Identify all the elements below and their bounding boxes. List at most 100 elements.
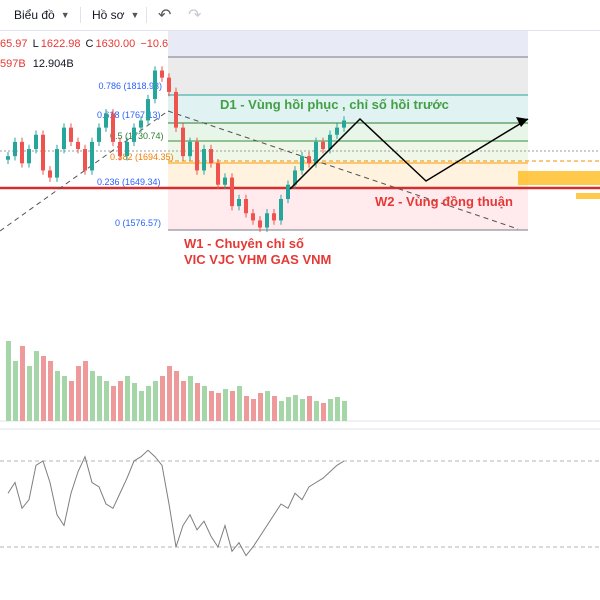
volume-bar xyxy=(188,376,193,421)
volume-bar xyxy=(342,401,347,421)
candle-body xyxy=(153,70,157,100)
fib-label-05: 0.5 (1730.74) xyxy=(110,131,164,141)
volume-bar xyxy=(307,396,312,421)
fibonacci-zones xyxy=(168,31,528,230)
chart-canvas[interactable]: 0.786 (1818.93) 0.618 (1767.13) 0.5 (173… xyxy=(0,31,600,600)
volume-bar xyxy=(55,371,60,421)
candle-body xyxy=(62,127,66,150)
volume-bar xyxy=(293,395,298,421)
volume-bar xyxy=(146,386,151,421)
volume-legend: 597B 12.904B xyxy=(0,58,74,70)
candle-body xyxy=(6,156,10,160)
annotation-d1: D1 - Vùng hồi phục , chỉ số hồi trước xyxy=(220,97,449,112)
annotation-w1-line2: VIC VJC VHM GAS VNM xyxy=(184,252,331,267)
volume-bar xyxy=(6,341,11,421)
volume-bar xyxy=(167,366,172,421)
fib-zone-0786-1 xyxy=(168,57,528,95)
fib-zone-top xyxy=(168,31,528,57)
candle-body xyxy=(41,134,45,171)
candle-body xyxy=(307,156,311,164)
volume-bar xyxy=(216,393,221,421)
volume-bar xyxy=(272,396,277,421)
candle-body xyxy=(90,141,94,171)
volume-bar xyxy=(258,393,263,421)
fib-label-0618: 0.618 (1767.13) xyxy=(97,110,161,120)
volume-series xyxy=(6,341,347,421)
volume-bar xyxy=(125,376,130,421)
close-label: C xyxy=(85,38,94,50)
volume-bar xyxy=(181,381,186,421)
fib-zone-0-0236 xyxy=(168,189,528,230)
volume-bar xyxy=(195,383,200,421)
volume-bar xyxy=(83,361,88,421)
profile-menu-label: Hồ sơ xyxy=(92,8,125,22)
fib-zone-0236-0382 xyxy=(168,163,528,189)
candle-body xyxy=(118,141,122,157)
candle-body xyxy=(48,170,52,178)
candle-body xyxy=(104,113,108,128)
candle-body xyxy=(83,149,87,171)
low-value: 1622.98 xyxy=(40,38,81,50)
low-label: L xyxy=(32,38,39,50)
annotation-w2: W2 - Vùng đồng thuận xyxy=(375,194,513,209)
candle-body xyxy=(202,149,206,171)
candle-body xyxy=(132,127,136,142)
open-value: 65.97 xyxy=(0,38,28,50)
candle-body xyxy=(13,141,17,157)
volume-bar xyxy=(160,376,165,421)
fib-label-0382: 0.382 (1694.35) xyxy=(110,152,174,162)
candle-body xyxy=(216,163,220,185)
candle-body xyxy=(167,77,171,92)
candle-body xyxy=(27,149,31,164)
volume-bar xyxy=(230,391,235,421)
trend-line-falling[interactable] xyxy=(167,110,519,230)
candle-body xyxy=(195,141,199,171)
candle-body xyxy=(321,141,325,150)
volume-bar xyxy=(244,396,249,421)
chevron-down-icon: ▼ xyxy=(130,10,140,20)
volume-bar xyxy=(328,399,333,421)
annotation-w1-line1: W1 - Chuyên chỉ số xyxy=(184,236,304,251)
candle-body xyxy=(272,213,276,221)
volume-bar xyxy=(279,401,284,421)
fib-label-0236: 0.236 (1649.34) xyxy=(97,177,161,187)
candle-body xyxy=(188,141,192,157)
volume-bar xyxy=(118,381,123,421)
volume-bar xyxy=(48,361,53,421)
trend-line-rising[interactable] xyxy=(0,110,169,232)
price-zone-highlight xyxy=(518,171,600,185)
volume-bar xyxy=(265,391,270,421)
candle-body xyxy=(146,99,150,121)
volume-bar xyxy=(62,376,67,421)
redo-icon[interactable]: ↷ xyxy=(188,7,202,24)
chevron-down-icon: ▼ xyxy=(60,10,70,20)
volume-bar xyxy=(286,397,291,421)
candle-body xyxy=(223,177,227,185)
projection-path[interactable] xyxy=(289,117,529,190)
candle-body xyxy=(286,184,290,199)
candle-body xyxy=(265,213,269,228)
volume-bar xyxy=(321,403,326,421)
arrow-head-icon xyxy=(516,117,528,127)
candle-body xyxy=(342,120,346,128)
candle-body xyxy=(258,220,262,228)
chart-menu-button[interactable]: Biểu đồ ▼ xyxy=(14,6,70,24)
volume-bar xyxy=(34,351,39,421)
undo-icon[interactable]: ↶ xyxy=(158,7,172,24)
volume-bar xyxy=(90,371,95,421)
volume-bar xyxy=(237,386,242,421)
profile-menu-button[interactable]: Hồ sơ ▼ xyxy=(92,6,139,24)
fib-label-0: 0 (1576.57) xyxy=(115,218,161,228)
candlestick-series xyxy=(6,66,346,232)
volume-bar xyxy=(69,381,74,421)
volume-value-1: 597B xyxy=(0,58,26,70)
fib-zone-0382-05 xyxy=(168,141,528,163)
rsi-line xyxy=(7,449,345,557)
close-value: 1630.00 xyxy=(95,38,136,50)
volume-bar xyxy=(223,389,228,421)
candle-body xyxy=(76,141,80,150)
fibonacci-lines xyxy=(168,56,528,231)
price-zone-highlight-small xyxy=(576,193,600,199)
volume-bar xyxy=(27,366,32,421)
volume-bar xyxy=(76,366,81,421)
